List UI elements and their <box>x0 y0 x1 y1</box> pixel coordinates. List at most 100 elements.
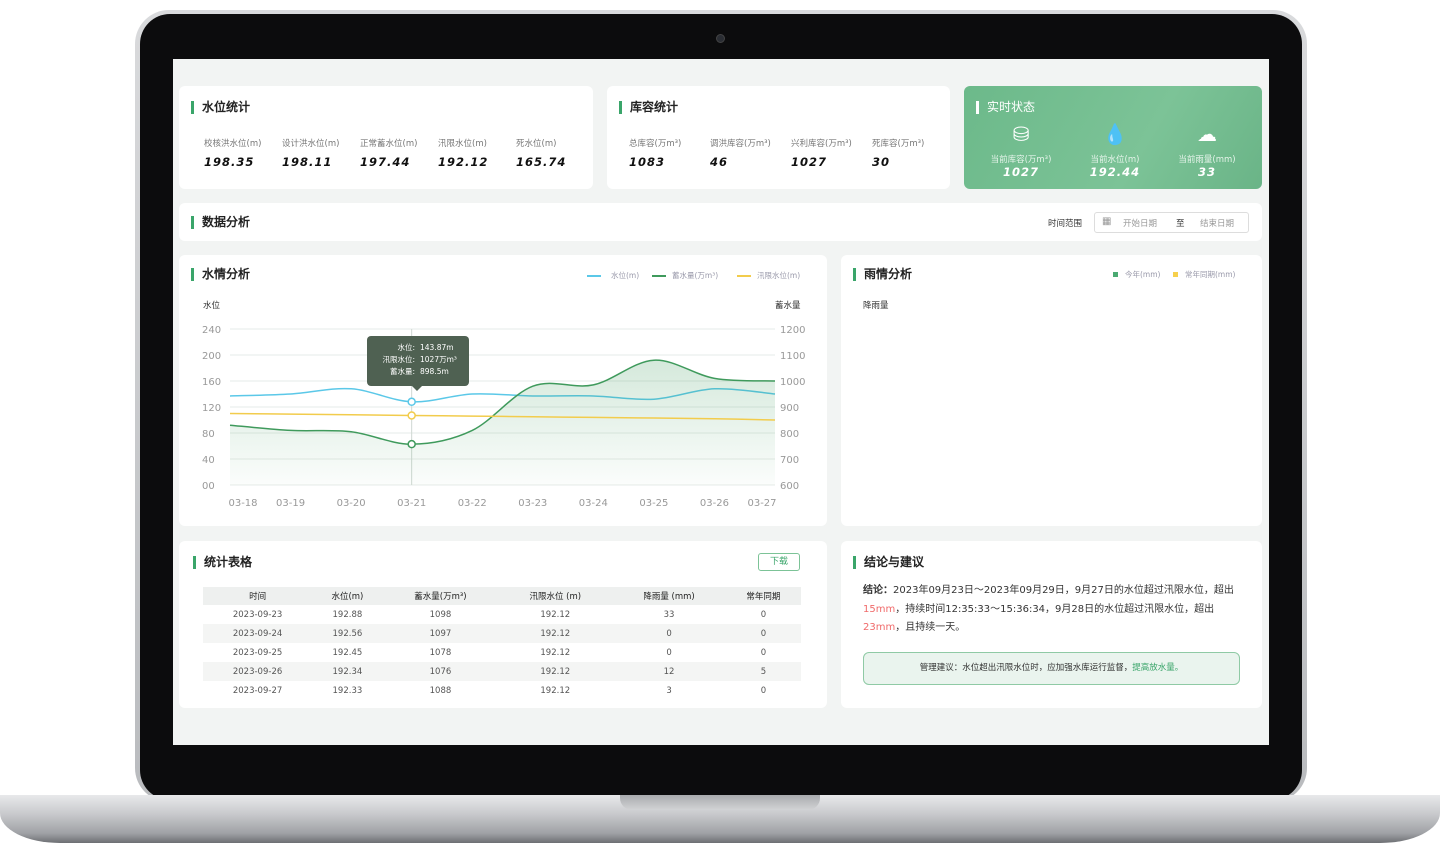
conclusion-text: 结论：2023年09月23日～2023年09月29日，9月27日的水位超过汛限水… <box>863 582 1248 638</box>
table-cell: 0 <box>760 647 767 658</box>
storage-stats-card <box>607 86 950 189</box>
storage-line <box>229 359 776 445</box>
data-point[interactable] <box>407 397 416 407</box>
stat-value: 1027 <box>1002 165 1039 179</box>
table-cell: 192.12 <box>498 662 613 681</box>
tooltip-value: 1027万m³ <box>420 355 457 364</box>
stat-value: 46 <box>710 155 729 169</box>
water-stats-card <box>179 86 593 189</box>
end-date-input[interactable]: 结束日期 <box>1200 219 1235 229</box>
tooltip-row: 水位: 143.87m <box>367 342 469 354</box>
data-point[interactable] <box>407 411 416 420</box>
advice-box: 管理建议：水位超出汛限水位时，应加强水库运行监督，提高放水量。 <box>863 652 1240 685</box>
table-cell: 192.12 <box>540 609 571 620</box>
stat-value: 30 <box>872 155 891 169</box>
legend-label: 水位(m) <box>611 271 640 280</box>
chart-title: 水情分析 <box>191 268 250 281</box>
x-tick-label: 03-21 <box>397 498 426 509</box>
table-cell: 33 <box>663 609 675 620</box>
table-cell: 2023-09-26 <box>203 662 313 681</box>
table-row: 2023-09-24 192.56 1097 192.12 0 0 <box>203 624 801 643</box>
storage-area <box>230 360 775 485</box>
column-header: 蓄水量(万m³) <box>382 587 499 605</box>
x-tick-label: 03-27 <box>747 498 776 509</box>
y-axis-title: 水位 <box>203 301 221 311</box>
table-cell: 192.12 <box>540 647 571 658</box>
start-date-input[interactable]: 开始日期 <box>1123 219 1158 229</box>
table-cell: 1098 <box>429 609 452 620</box>
x-tick-label: 03-18 <box>228 498 257 509</box>
stat-value: 197.44 <box>360 155 411 169</box>
table-cell: 192.33 <box>332 685 363 696</box>
calendar-icon: ▦ <box>1102 216 1112 227</box>
table-cell: 2023-09-25 <box>232 647 283 658</box>
advice-highlight: 提高放水量。 <box>1132 663 1184 673</box>
stat-value: 198.35 <box>204 155 255 169</box>
x-tick-label: 03-24 <box>579 498 608 509</box>
table-row: 2023-09-23 192.88 1098 192.12 33 0 <box>203 605 801 624</box>
table-row: 2023-09-27 192.33 1088 192.12 3 0 <box>203 681 801 700</box>
table-cell: 192.12 <box>540 685 571 696</box>
legend-label: 今年(mm) <box>1125 270 1161 279</box>
card-title: 水位统计 <box>191 101 250 114</box>
table-cell: 12 <box>612 662 726 681</box>
stat-value: 1083 <box>629 155 666 169</box>
rain-analysis-card <box>841 255 1262 526</box>
y2-axis-title: 蓄水量 <box>775 301 801 311</box>
legend-label: 常年同期(mm) <box>1185 270 1236 279</box>
table-cell: 2023-09-27 <box>232 685 283 696</box>
x-tick-label: 03-23 <box>518 498 547 509</box>
stat-label: 当前库容(万m³) <box>990 155 1052 165</box>
stat-label: 死水位(m) <box>516 139 557 149</box>
legend-swatch <box>737 275 751 277</box>
tooltip-arrow <box>412 386 422 391</box>
date-range-picker[interactable]: ▦ 开始日期 至 结束日期 <box>1094 212 1249 233</box>
column-header: 水位(m) <box>312 587 383 605</box>
tooltip-row: 蓄水量: 898.5m <box>367 366 469 378</box>
table-cell: 1088 <box>429 685 452 696</box>
table-cell: 0 <box>612 624 726 643</box>
table-cell: 3 <box>666 685 672 696</box>
column-header: 常年同期 <box>725 587 801 605</box>
stat-label: 设计洪水位(m) <box>282 139 340 149</box>
column-header: 汛限水位 (m) <box>498 587 613 605</box>
y-tick-label: 160 <box>202 377 221 388</box>
legend-usual: 常年同期(mm) <box>1173 269 1235 280</box>
analysis-bar <box>179 203 1262 241</box>
y2-tick-label: 1200 <box>780 325 805 336</box>
advice-text: 管理建议：水位超出汛限水位时，应加强水库运行监督， <box>919 663 1133 673</box>
tooltip-value: 898.5m <box>420 367 449 376</box>
legend-water-level: 水位(m) <box>587 270 639 281</box>
chart-tooltip: 水位: 143.87m 汛限水位: 1027万m³ 蓄水量: 898.5m <box>367 336 469 391</box>
x-tick-label: 03-25 <box>639 498 668 509</box>
range-separator: 至 <box>1176 219 1185 229</box>
stat-value: 198.11 <box>282 155 333 169</box>
stat-label: 正常蓄水位(m) <box>360 139 418 149</box>
y-tick-label: 40 <box>202 455 215 466</box>
conclusion-part: 2023年09月23日～2023年09月29日，9月27日的水位超过汛限水位，超… <box>893 585 1234 596</box>
y2-tick-label: 600 <box>780 481 799 492</box>
table-cell: 192.34 <box>312 662 383 681</box>
tooltip-key: 汛限水位: <box>382 355 415 364</box>
flood-limit-line <box>229 412 776 421</box>
table-cell: 0 <box>760 609 767 620</box>
column-header: 降雨量 (mm) <box>612 587 726 605</box>
rain-cloud-icon: ☁ <box>1197 122 1217 146</box>
y-tick-label: 00 <box>202 481 215 492</box>
table-header-row: 时间 水位(m) 蓄水量(万m³) 汛限水位 (m) 降雨量 (mm) 常年同期 <box>203 587 801 605</box>
x-tick-label: 03-20 <box>337 498 366 509</box>
stat-value: 1027 <box>791 155 828 169</box>
legend-swatch <box>1173 272 1178 277</box>
table-cell: 0 <box>725 624 801 643</box>
conclusion-prefix: 结论： <box>863 585 893 596</box>
download-button[interactable]: 下载 <box>758 553 800 571</box>
legend-label: 汛限水位(m) <box>757 271 801 280</box>
y2-tick-label: 700 <box>780 455 799 466</box>
legend-swatch <box>652 275 666 277</box>
stat-value: 33 <box>1197 165 1216 179</box>
water-level-icon: 💧 <box>1102 122 1128 146</box>
tooltip-key: 蓄水量: <box>389 367 415 376</box>
chart-title: 雨情分析 <box>853 268 912 281</box>
data-point[interactable] <box>407 439 416 449</box>
stat-label: 当前水位(m) <box>1090 155 1140 165</box>
